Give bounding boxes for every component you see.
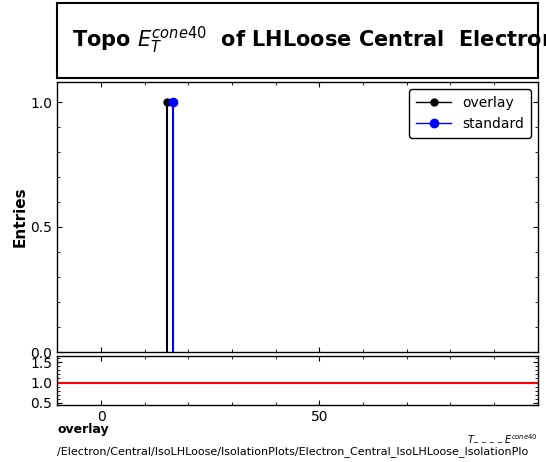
Text: Topo $E_T^{cone40}$  of LHLoose Central  Electron: Topo $E_T^{cone40}$ of LHLoose Central E… xyxy=(72,25,546,56)
Text: /Electron/Central/IsoLHLoose/IsolationPlots/Electron_Central_IsoLHLoose_Isolatio: /Electron/Central/IsoLHLoose/IsolationPl… xyxy=(57,446,529,456)
Text: overlay: overlay xyxy=(57,423,109,436)
Text: $T_{----}E^{cone40}$: $T_{----}E^{cone40}$ xyxy=(467,432,538,444)
Y-axis label: Entries: Entries xyxy=(13,187,28,247)
Legend: overlay, standard: overlay, standard xyxy=(410,89,531,138)
